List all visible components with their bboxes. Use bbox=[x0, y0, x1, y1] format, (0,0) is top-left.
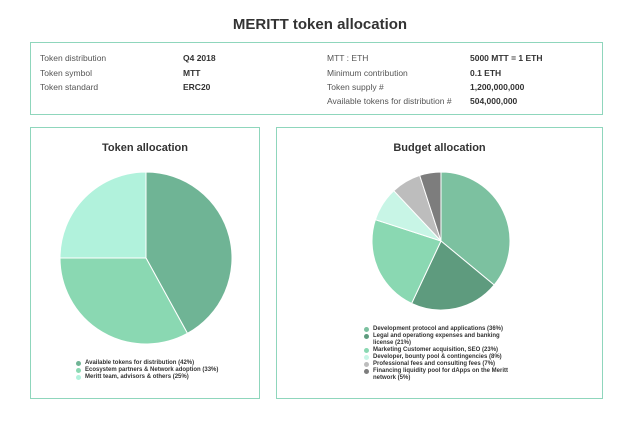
legend-swatch bbox=[364, 369, 369, 374]
info-label: Token distribution bbox=[40, 53, 107, 63]
legend-label: Meritt team, advisors & others (25%) bbox=[85, 374, 189, 380]
info-value: ERC20 bbox=[183, 82, 211, 92]
legend-swatch bbox=[364, 327, 369, 332]
legend-swatch bbox=[76, 361, 81, 366]
pie-slice bbox=[410, 240, 495, 311]
legend-label: Development protocol and applications (3… bbox=[373, 326, 504, 332]
legend-swatch bbox=[364, 362, 369, 367]
chart-title: Token allocation bbox=[102, 142, 188, 154]
pie-slice bbox=[145, 171, 233, 335]
info-label: Minimum contribution bbox=[327, 68, 408, 78]
info-label: Token supply # bbox=[327, 82, 384, 92]
info-value: 1,200,000,000 bbox=[470, 82, 525, 92]
legend-label: Ecosystem partners & Network adoption (3… bbox=[85, 367, 219, 373]
legend-label: Professional fees and consulting fees (7… bbox=[373, 361, 496, 367]
pie-slice bbox=[59, 171, 147, 259]
token-allocation-pie bbox=[59, 171, 233, 345]
pie-slice bbox=[59, 257, 189, 345]
legend-item: Professional fees and consulting fees (7… bbox=[364, 361, 514, 368]
pie-slice bbox=[371, 219, 442, 305]
legend-item: Development protocol and applications (3… bbox=[364, 326, 514, 333]
info-label: Token symbol bbox=[40, 68, 92, 78]
info-label: Token standard bbox=[40, 82, 99, 92]
legend-swatch bbox=[76, 368, 81, 373]
legend-item: Legal and operationg expenses and bankin… bbox=[364, 333, 514, 347]
token-allocation-panel: Token allocation Available tokens for di… bbox=[30, 127, 260, 399]
info-value: MTT bbox=[183, 68, 201, 78]
legend-item: Available tokens for distribution (42%) bbox=[76, 360, 218, 367]
info-label: MTT : ETH bbox=[327, 53, 369, 63]
info-label: Available tokens for distribution # bbox=[327, 96, 452, 106]
legend-item: Developer, bounty pool & contingencies (… bbox=[364, 354, 514, 361]
budget-allocation-legend: Development protocol and applications (3… bbox=[364, 326, 514, 382]
budget-allocation-pie bbox=[371, 171, 511, 311]
token-allocation-legend: Available tokens for distribution (42%) … bbox=[76, 360, 218, 381]
page-title: MERITT token allocation bbox=[232, 16, 408, 33]
legend-swatch bbox=[364, 355, 369, 360]
legend-swatch bbox=[76, 375, 81, 380]
token-info-box: Token distribution Q4 2018 Token symbol … bbox=[30, 42, 603, 115]
info-value: 504,000,000 bbox=[470, 96, 518, 106]
legend-label: Legal and operationg expenses and bankin… bbox=[373, 333, 500, 346]
legend-item: Meritt team, advisors & others (25%) bbox=[76, 374, 218, 381]
chart-title: Budget allocation bbox=[393, 142, 486, 154]
legend-swatch bbox=[364, 348, 369, 353]
pie-slice bbox=[419, 171, 442, 242]
legend-label: Available tokens for distribution (42%) bbox=[85, 360, 195, 366]
budget-allocation-panel: Budget allocation Development protocol a… bbox=[276, 127, 603, 399]
pie-slice bbox=[440, 171, 511, 286]
info-value: 0.1 ETH bbox=[470, 68, 502, 78]
legend-label: Financing liquidity pool for dApps on th… bbox=[373, 368, 508, 381]
legend-swatch bbox=[364, 334, 369, 339]
legend-label: Marketing Customer acquisition, SEO (23%… bbox=[373, 347, 499, 353]
info-value: Q4 2018 bbox=[183, 53, 216, 63]
legend-item: Ecosystem partners & Network adoption (3… bbox=[76, 367, 218, 374]
legend-item: Marketing Customer acquisition, SEO (23%… bbox=[364, 347, 514, 354]
legend-label: Developer, bounty pool & contingencies (… bbox=[373, 354, 502, 360]
info-value: 5000 MTT = 1 ETH bbox=[470, 53, 543, 63]
legend-item: Financing liquidity pool for dApps on th… bbox=[364, 368, 514, 382]
